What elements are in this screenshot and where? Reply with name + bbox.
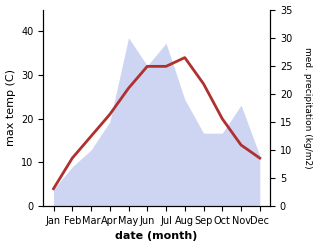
X-axis label: date (month): date (month): [115, 231, 198, 242]
Y-axis label: med. precipitation (kg/m2): med. precipitation (kg/m2): [303, 47, 313, 169]
Y-axis label: max temp (C): max temp (C): [5, 69, 16, 146]
